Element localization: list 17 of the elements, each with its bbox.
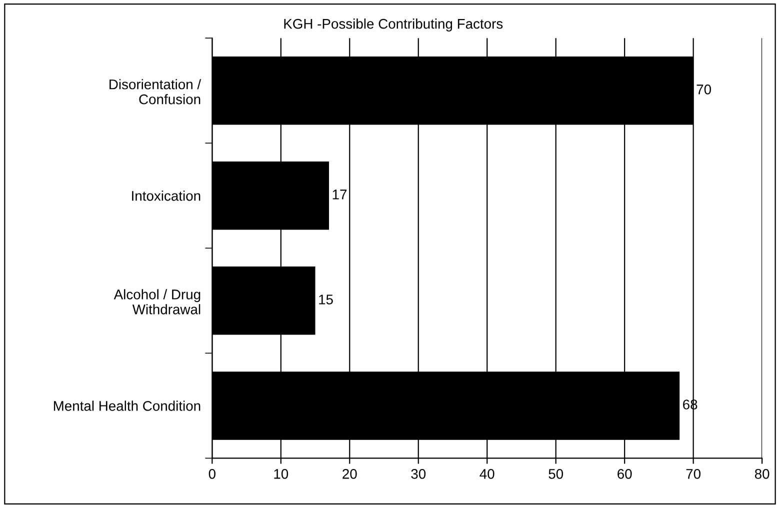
data-label: 70 <box>696 84 712 94</box>
y-tick-label: Disorientation / Confusion <box>110 79 202 104</box>
x-tick-label: 30 <box>411 469 426 479</box>
data-label: 17 <box>332 190 347 200</box>
x-tick-label: 60 <box>618 469 632 479</box>
chart-title: KGH -Possible Contributing Factors <box>284 18 503 32</box>
x-tick-label: 20 <box>342 469 357 479</box>
x-tick-label: 80 <box>754 469 770 479</box>
y-tick-label: Mental Health Condition <box>54 400 200 411</box>
y-tick-label: Intoxication <box>132 190 200 201</box>
x-tick-label: 10 <box>274 469 288 479</box>
x-tick-label: 40 <box>480 469 494 479</box>
x-tick-label: 70 <box>686 469 701 479</box>
y-tick-label: Alcohol / Drug Withdrawal <box>114 289 200 314</box>
x-tick-label: 0 <box>208 469 216 479</box>
data-label: 15 <box>319 294 333 304</box>
x-tick-label: 50 <box>548 469 564 479</box>
